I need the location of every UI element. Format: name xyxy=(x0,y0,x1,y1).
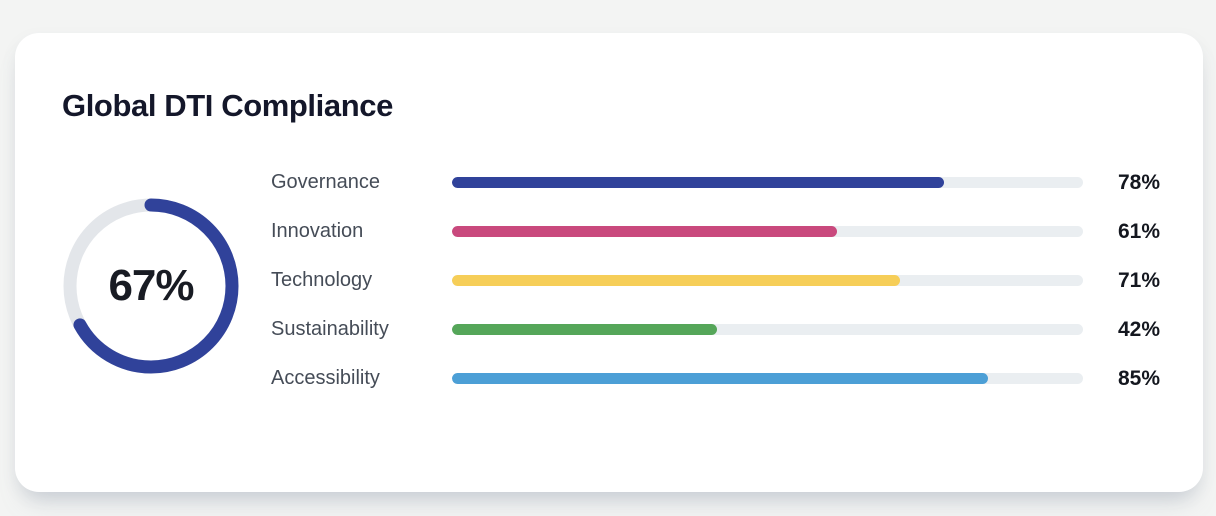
card-title: Global DTI Compliance xyxy=(62,88,393,123)
bar-fill xyxy=(452,226,837,237)
metric-row: Governance 78% xyxy=(271,158,1160,207)
bar-fill xyxy=(452,177,945,188)
metric-value: 42% xyxy=(1117,317,1160,341)
bar-track xyxy=(452,373,1083,384)
metric-label: Accessibility xyxy=(271,367,380,389)
metric-label: Technology xyxy=(271,269,373,291)
donut-center-value: 67% xyxy=(108,261,194,310)
bar-track xyxy=(452,226,1083,237)
metric-value: 78% xyxy=(1117,170,1160,194)
bar-fill xyxy=(452,373,989,384)
bar-track xyxy=(452,275,1083,286)
compliance-card: Global DTI Compliance 67% Governance 78%… xyxy=(15,33,1203,492)
donut-gauge-svg xyxy=(63,198,239,374)
metric-row: Technology 71% xyxy=(271,256,1160,305)
metric-row: Accessibility 85% xyxy=(271,354,1160,403)
bar-fill xyxy=(452,275,900,286)
bar-track xyxy=(452,324,1083,335)
metric-value: 71% xyxy=(1117,268,1160,292)
metric-rows: Governance 78% Innovation 61% Technology xyxy=(271,158,1160,403)
donut-gauge: 67% xyxy=(60,195,242,377)
metric-value: 61% xyxy=(1117,219,1160,243)
donut-progress-ring xyxy=(63,198,239,374)
metric-label: Governance xyxy=(271,171,380,193)
metric-label: Sustainability xyxy=(271,318,389,340)
metric-row: Innovation 61% xyxy=(271,207,1160,256)
metric-value: 85% xyxy=(1117,366,1160,390)
metric-label: Innovation xyxy=(271,220,364,242)
bar-fill xyxy=(452,324,718,335)
metric-row: Sustainability 42% xyxy=(271,305,1160,354)
bar-track xyxy=(452,177,1083,188)
